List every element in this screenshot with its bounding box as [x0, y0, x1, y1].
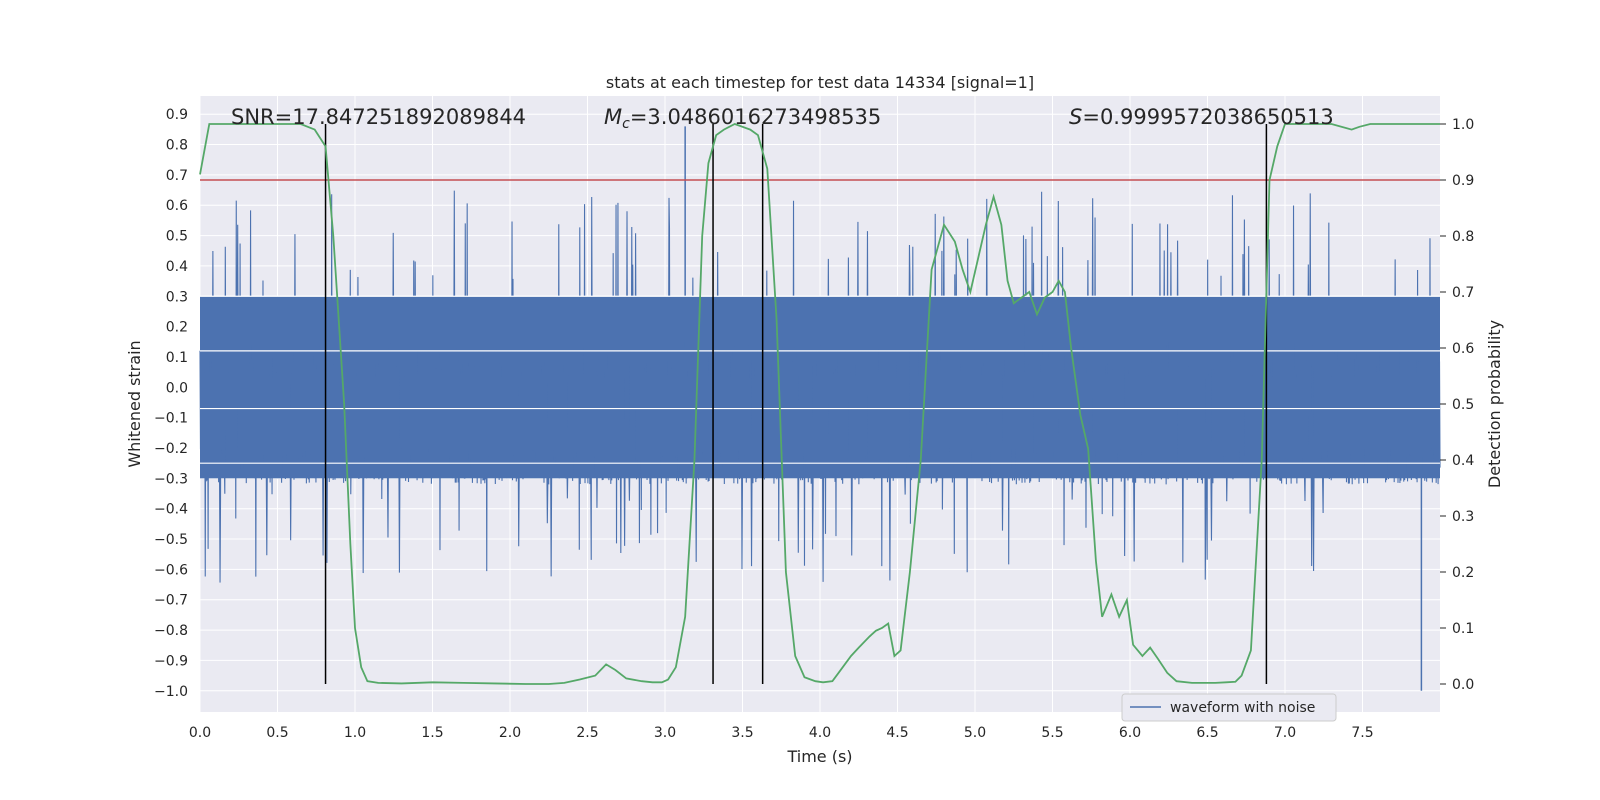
- y-left-tick-label-15: −0.6: [154, 562, 188, 578]
- y-left-tick-label-3: 0.6: [166, 198, 188, 214]
- chart-title: stats at each timestep for test data 143…: [606, 73, 1034, 92]
- x-tick-label-13: 6.5: [1196, 725, 1218, 741]
- x-tick-label-4: 2.0: [499, 725, 521, 741]
- y-left-tick-label-4: 0.5: [166, 229, 188, 245]
- y-left-tick-label-12: −0.3: [154, 471, 188, 487]
- y-left-tick-label-17: −0.8: [154, 623, 188, 639]
- x-tick-label-5: 2.5: [576, 725, 598, 741]
- x-tick-label-3: 1.5: [421, 725, 443, 741]
- y-right-tick-label-3: 0.7: [1452, 285, 1474, 301]
- snr-annotation: SNR=17.847251892089844: [231, 105, 526, 129]
- waveform-series: [199, 126, 1441, 691]
- y-left-tick-label-19: −1.0: [154, 684, 188, 700]
- y-left-tick-label-18: −0.9: [154, 653, 188, 669]
- x-tick-labels: 0.0 0.5 1.0 1.5 2.0 2.5 3.0 3.5 4.0 4.5 5.0 5.5 6.0 6…: [189, 725, 1374, 741]
- y-left-tick-label-1: 0.8: [166, 138, 188, 154]
- x-tick-label-7: 3.5: [731, 725, 753, 741]
- y-right-tick-label-0: 1.0: [1452, 117, 1474, 133]
- y-left-tick-label-16: −0.7: [154, 593, 188, 609]
- y-left-axis-label: Whitened strain: [125, 340, 144, 467]
- x-tick-label-11: 5.5: [1041, 725, 1063, 741]
- x-axis-label: Time (s): [786, 747, 852, 766]
- y-left-tick-label-14: −0.5: [154, 532, 188, 548]
- vertical-markers: [324, 124, 1268, 684]
- x-tick-label-8: 4.0: [809, 725, 831, 741]
- x-tick-label-2: 1.0: [344, 725, 366, 741]
- y-left-tick-labels: 0.9 0.8 0.7 0.6 0.5 0.4 0.3 0.2 0.1 0.0 −0.1 −0.2 −0…: [154, 107, 188, 700]
- y-left-tick-label-8: 0.1: [166, 350, 188, 366]
- y-right-axis-label: Detection probability: [1485, 320, 1504, 488]
- x-tick-label-15: 7.5: [1351, 725, 1373, 741]
- s-value: =0.9999572038650513: [1082, 105, 1333, 129]
- chirp-mass-annotation: Mc=3.0486016273498535: [604, 105, 881, 132]
- y-left-tick-label-0: 0.9: [166, 107, 188, 123]
- waveform-line: [199, 190, 1441, 583]
- x-tick-label-9: 4.5: [886, 725, 908, 741]
- y-right-tick-label-1: 0.9: [1452, 173, 1474, 189]
- y-right-tick-label-8: 0.2: [1452, 565, 1474, 581]
- threshold-layer: [200, 179, 1440, 464]
- y-right-tick-label-10: 0.0: [1452, 677, 1474, 693]
- x-tick-label-0: 0.0: [189, 725, 211, 741]
- x-tick-label-10: 5.0: [964, 725, 986, 741]
- y-right-tick-label-6: 0.4: [1452, 453, 1474, 469]
- legend-label: waveform with noise: [1170, 700, 1315, 716]
- detection-probability-line: [199, 123, 1440, 685]
- x-tick-label-12: 6.0: [1119, 725, 1141, 741]
- y-right-tick-labels: 1.0 0.9 0.8 0.7 0.6 0.5 0.4 0.3 0.2 0.1 0.0: [1440, 117, 1474, 693]
- legend: waveform with noise: [1121, 693, 1337, 722]
- s-annotation: S=0.9999572038650513: [1069, 105, 1334, 129]
- x-tick-label-6: 3.0: [654, 725, 676, 741]
- x-tick-label-14: 7.0: [1274, 725, 1296, 741]
- x-tick-label-1: 0.5: [266, 725, 288, 741]
- s-symbol: S: [1069, 105, 1082, 129]
- y-right-tick-label-5: 0.5: [1452, 397, 1474, 413]
- y-right-tick-label-7: 0.3: [1452, 509, 1474, 525]
- y-right-tick-label-2: 0.8: [1452, 229, 1474, 245]
- y-right-tick-label-4: 0.6: [1452, 341, 1474, 357]
- mc-symbol: M: [604, 105, 622, 129]
- y-right-tick-label-9: 0.1: [1452, 621, 1474, 637]
- y-left-tick-label-7: 0.2: [166, 320, 188, 336]
- y-left-tick-label-5: 0.4: [166, 259, 188, 275]
- mc-subscript: c: [622, 116, 630, 132]
- y-left-tick-label-13: −0.4: [154, 502, 188, 518]
- y-left-tick-label-6: 0.3: [166, 289, 188, 305]
- y-left-tick-label-11: −0.2: [154, 441, 188, 457]
- detection-probability-series: [199, 123, 1440, 685]
- mc-value: =3.0486016273498535: [630, 105, 881, 129]
- y-left-tick-label-2: 0.7: [166, 168, 188, 184]
- legend-box: [1121, 693, 1337, 722]
- y-left-tick-label-9: 0.0: [166, 380, 188, 396]
- y-left-tick-label-10: −0.1: [154, 411, 188, 427]
